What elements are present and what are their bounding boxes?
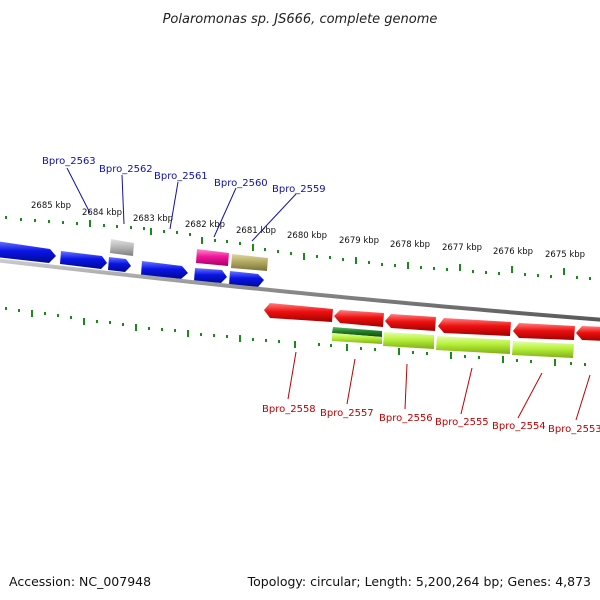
- kbp-labels: 2685 kbp 2684 kbp 2683 kbp 2682 kbp 2681…: [31, 201, 585, 260]
- gene-reverse: [385, 314, 436, 331]
- lower-tick-track: [5, 307, 586, 366]
- kbp-label: 2678 kbp: [390, 240, 430, 250]
- genome-backbone: [0, 258, 600, 322]
- gene-forward: [108, 257, 131, 272]
- gene-label-bottom: Bpro_2554: [492, 421, 546, 432]
- gene-lime: [332, 333, 382, 344]
- gene-label-top: Bpro_2559: [272, 184, 326, 195]
- gene-forward: [194, 268, 227, 283]
- gene-reverse: [576, 326, 600, 341]
- gene-reverse: [438, 318, 511, 336]
- gene-forward: [229, 271, 264, 287]
- gene-label-top: Bpro_2560: [214, 178, 268, 189]
- gene-label-bottom: Bpro_2557: [320, 408, 374, 419]
- gene-forward: [0, 241, 56, 263]
- kbp-label: 2681 kbp: [236, 226, 276, 236]
- gene-dark-green: [332, 327, 382, 337]
- gene-lime: [436, 336, 510, 354]
- gene-lime: [383, 332, 434, 349]
- kbp-label: 2677 kbp: [442, 243, 482, 253]
- kbp-label: 2683 kbp: [133, 214, 173, 224]
- kbp-label: 2675 kbp: [545, 250, 585, 260]
- bottom-leader-lines: [287, 351, 591, 421]
- gene-forward: [60, 251, 107, 269]
- gene-reverse: [334, 310, 384, 327]
- gene-forward: [141, 261, 188, 279]
- map-title: Polaromonas sp. JS666, complete genome: [163, 12, 438, 27]
- top-gene-labels: Bpro_2563 Bpro_2562 Bpro_2561 Bpro_2560 …: [42, 156, 326, 195]
- gene-lime: [512, 341, 574, 358]
- gene-label-bottom: Bpro_2553: [548, 424, 600, 435]
- gene-olive: [231, 254, 268, 271]
- gene-reverse: [513, 323, 575, 340]
- gene-label-top: Bpro_2563: [42, 156, 96, 167]
- upper-tick-track: [5, 216, 591, 280]
- kbp-label: 2676 kbp: [493, 247, 533, 257]
- kbp-label: 2685 kbp: [31, 201, 71, 211]
- gene-label-top: Bpro_2562: [99, 164, 153, 175]
- gene-label-bottom: Bpro_2555: [435, 417, 489, 428]
- top-leader-lines: [66, 167, 297, 242]
- reverse-strand-genes: [264, 303, 600, 358]
- kbp-label: 2679 kbp: [339, 236, 379, 246]
- gene-label-top: Bpro_2561: [154, 171, 208, 182]
- gene-label-bottom: Bpro_2558: [262, 404, 316, 415]
- kbp-label: 2680 kbp: [287, 231, 327, 241]
- bottom-gene-labels: Bpro_2558 Bpro_2557 Bpro_2556 Bpro_2555 …: [262, 404, 600, 435]
- accession-text: Accession: NC_007948: [9, 574, 151, 589]
- gene-label-bottom: Bpro_2556: [379, 413, 433, 424]
- topology-text: Topology: circular; Length: 5,200,264 bp…: [247, 574, 591, 589]
- gene-reverse: [264, 303, 333, 322]
- forward-strand-genes: [0, 239, 268, 287]
- gene-gray: [110, 239, 134, 256]
- gene-pink: [196, 249, 229, 266]
- kbp-label: 2682 kbp: [185, 220, 225, 230]
- kbp-label: 2684 kbp: [82, 208, 122, 218]
